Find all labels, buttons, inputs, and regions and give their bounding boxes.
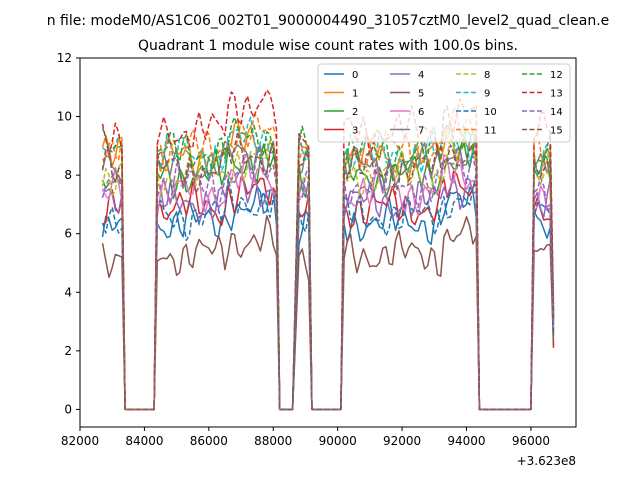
legend-label: 11	[484, 126, 497, 137]
chart-title: Quadrant 1 module wise count rates with …	[138, 38, 518, 54]
x-tick-label: 82000	[61, 434, 99, 448]
legend-label: 9	[484, 89, 490, 100]
legend-label: 2	[352, 107, 358, 118]
series-line-10	[101, 173, 555, 411]
legend-label: 7	[418, 126, 424, 137]
x-tick-label: 90000	[319, 434, 357, 448]
legend-label: 12	[550, 70, 563, 81]
x-tick-label: 84000	[125, 434, 163, 448]
legend-label: 5	[418, 89, 424, 100]
legend-label: 10	[484, 107, 497, 118]
y-axis: 0 2 4 6 8 10 12	[57, 51, 80, 416]
legend-label: 1	[352, 89, 358, 100]
legend-box	[317, 63, 571, 143]
x-tick-label: 92000	[383, 434, 421, 448]
x-tick-label: 88000	[254, 434, 292, 448]
y-tick-label: 10	[57, 110, 72, 124]
x-tick-label: 94000	[447, 434, 485, 448]
x-axis: 82000 84000 86000 88000 90000 92000 94000 96000	[61, 427, 550, 448]
legend-label: 13	[550, 89, 563, 100]
legend-label: 4	[418, 70, 424, 81]
legend-label: 15	[550, 126, 563, 137]
y-tick-label: 12	[57, 51, 72, 65]
y-tick-label: 2	[64, 344, 72, 358]
legend-label: 14	[550, 107, 563, 118]
y-tick-label: 6	[64, 227, 72, 241]
axes-frame	[79, 57, 577, 428]
x-tick-label: 86000	[190, 434, 228, 448]
y-tick-label: 8	[64, 168, 72, 182]
legend-label: 6	[418, 107, 424, 118]
x-axis-offset-label: +3.623e8	[517, 454, 576, 468]
series-line-15	[101, 131, 555, 411]
y-tick-label: 0	[64, 402, 72, 416]
legend-label: 0	[352, 70, 358, 81]
figure-suptitle: n file: modeM0/AS1C06_002T01_9000004490_…	[47, 13, 610, 29]
legend-label: 8	[484, 70, 490, 81]
y-tick-label: 4	[64, 285, 72, 299]
legend-label: 3	[352, 126, 358, 137]
x-tick-label: 96000	[512, 434, 550, 448]
